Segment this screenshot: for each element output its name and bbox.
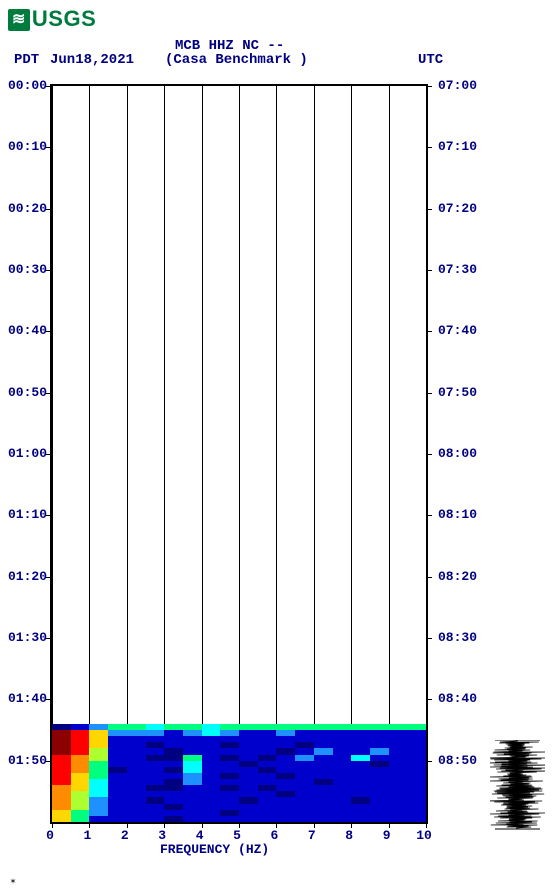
grid-line [351, 86, 352, 822]
station-subtitle: (Casa Benchmark ) [165, 52, 308, 68]
y-right-tick-label: 08:40 [438, 691, 488, 706]
grid-line [239, 86, 240, 822]
usgs-logo: ≋USGS [8, 6, 96, 32]
y-right-tick-label: 08:30 [438, 630, 488, 645]
y-left-tick-label: 01:10 [1, 507, 47, 522]
tz-right-label: UTC [418, 52, 443, 68]
x-tick-label: 5 [233, 828, 241, 843]
grid-line [202, 86, 203, 822]
x-axis-title: FREQUENCY (HZ) [160, 842, 269, 857]
y-left-tick-label: 00:00 [1, 78, 47, 93]
x-tick-label: 1 [83, 828, 91, 843]
spectrogram-data [52, 724, 426, 822]
y-right-tick-label: 07:20 [438, 201, 488, 216]
y-right-tick-label: 07:40 [438, 323, 488, 338]
y-left-tick-label: 01:20 [1, 569, 47, 584]
y-left-tick-label: 01:50 [1, 753, 47, 768]
grid-line [389, 86, 390, 822]
y-right-tick-label: 08:00 [438, 446, 488, 461]
tz-left-label: PDT [14, 52, 39, 68]
y-right-tick-label: 08:50 [438, 753, 488, 768]
grid-line [164, 86, 165, 822]
grid-line [52, 86, 53, 822]
y-right-tick-label: 07:50 [438, 385, 488, 400]
usgs-wave-icon: ≋ [8, 9, 30, 31]
y-left-tick-label: 00:50 [1, 385, 47, 400]
amplitude-trace [490, 740, 545, 830]
y-left-tick-label: 00:30 [1, 262, 47, 277]
spectrogram-plot [50, 84, 428, 824]
y-right-tick-label: 08:10 [438, 507, 488, 522]
date-label: Jun18,2021 [50, 52, 134, 68]
x-tick-label: 4 [196, 828, 204, 843]
grid-line [127, 86, 128, 822]
y-right-tick-label: 07:10 [438, 139, 488, 154]
y-left-tick-label: 00:40 [1, 323, 47, 338]
x-tick-label: 9 [383, 828, 391, 843]
x-tick-label: 7 [308, 828, 316, 843]
y-left-tick-label: 01:40 [1, 691, 47, 706]
x-tick-label: 10 [416, 828, 432, 843]
x-tick-label: 6 [270, 828, 278, 843]
y-right-tick-label: 07:30 [438, 262, 488, 277]
y-left-tick-label: 00:20 [1, 201, 47, 216]
y-right-tick-label: 07:00 [438, 78, 488, 93]
grid-line [89, 86, 90, 822]
y-right-tick-label: 08:20 [438, 569, 488, 584]
y-left-tick-label: 01:30 [1, 630, 47, 645]
grid-line [314, 86, 315, 822]
y-left-tick-label: 01:00 [1, 446, 47, 461]
usgs-text: USGS [32, 6, 96, 31]
footer-mark: ✶ [10, 876, 16, 888]
x-tick-label: 2 [121, 828, 129, 843]
y-left-tick-label: 00:10 [1, 139, 47, 154]
x-tick-label: 3 [158, 828, 166, 843]
x-tick-label: 8 [345, 828, 353, 843]
grid-line [276, 86, 277, 822]
x-tick-label: 0 [46, 828, 54, 843]
